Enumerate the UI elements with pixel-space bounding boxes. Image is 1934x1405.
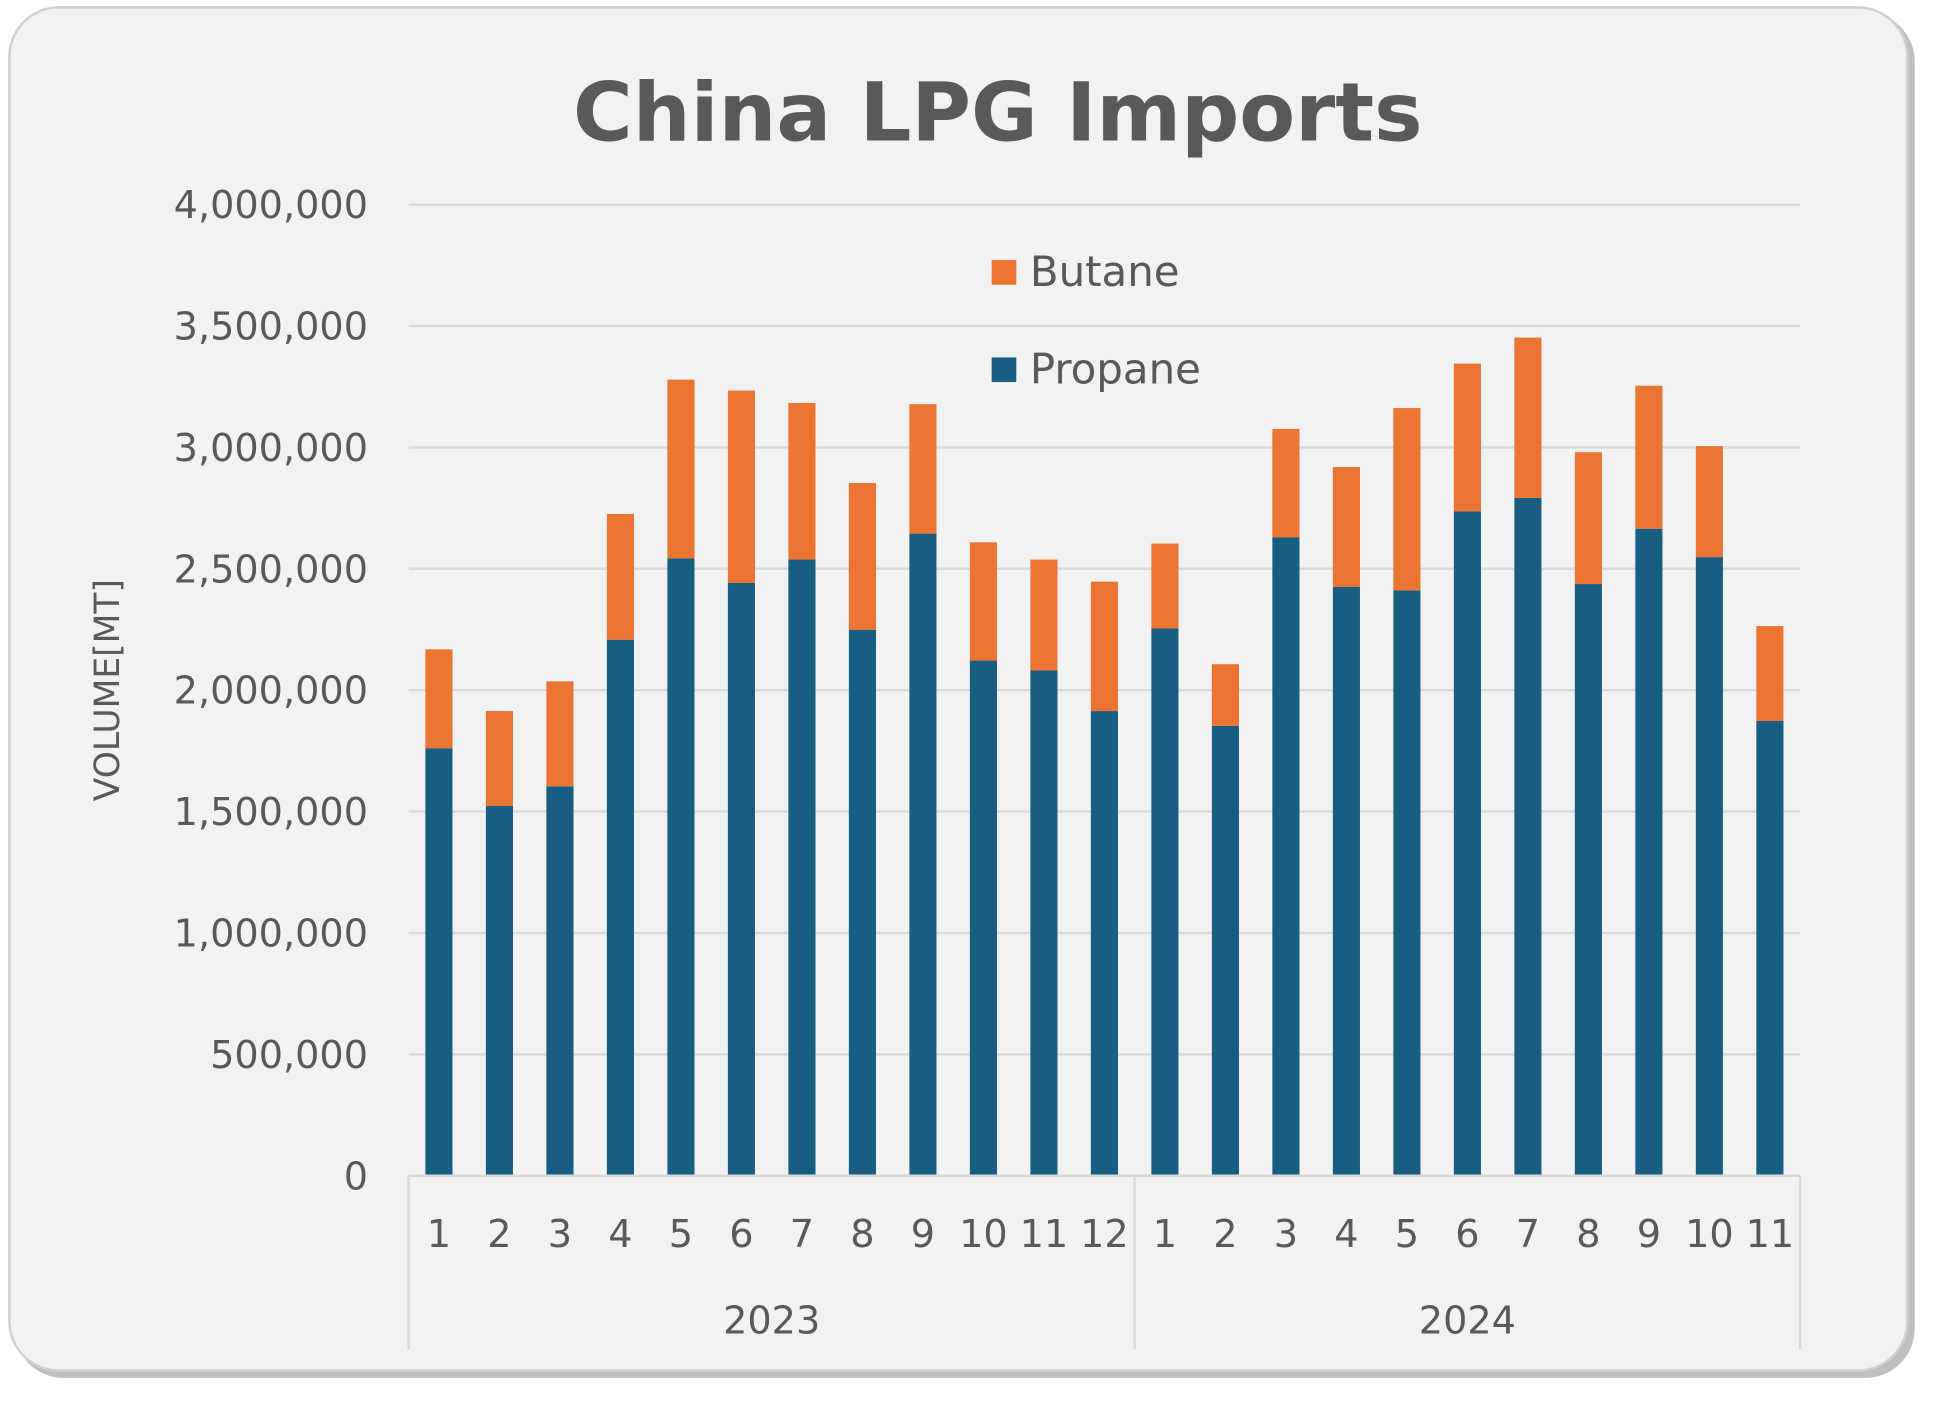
legend-label-butane: Butane <box>1030 247 1180 296</box>
x-tick-label: 3 <box>548 1213 572 1257</box>
x-tick-label: 11 <box>1746 1213 1795 1257</box>
x-tick-label: 11 <box>1020 1213 1069 1257</box>
y-tick-label: 3,000,000 <box>174 427 368 471</box>
bar-propane <box>1574 584 1602 1176</box>
bar-butane <box>1514 337 1542 498</box>
bar-butane <box>969 542 997 661</box>
bar-butane <box>546 681 574 787</box>
bars <box>425 337 1784 1176</box>
bar-propane <box>1272 537 1300 1176</box>
bar-propane <box>606 639 634 1176</box>
x-tick-label: 12 <box>1080 1213 1129 1257</box>
bar-propane <box>1332 586 1360 1176</box>
bar-propane <box>1453 511 1481 1176</box>
bar-propane <box>485 805 514 1176</box>
bar-propane <box>1635 528 1663 1176</box>
y-axis-ticks: 0 500,000 1,000,000 1,500,000 2,000,000 2,500… <box>174 184 368 1199</box>
legend-swatch-butane <box>991 260 1017 285</box>
bar-butane <box>788 402 816 560</box>
x-tick-label: 8 <box>1576 1213 1600 1257</box>
x-tick-label: 7 <box>1516 1213 1540 1257</box>
y-tick-label: 500,000 <box>210 1034 368 1078</box>
y-tick-label: 2,000,000 <box>174 670 368 714</box>
bar-propane <box>667 558 695 1176</box>
bar-butane <box>1030 559 1058 671</box>
x-tick-label: 9 <box>1637 1213 1661 1257</box>
y-tick-label: 0 <box>344 1155 368 1199</box>
x-tick-label: 4 <box>1334 1213 1358 1257</box>
chart-title: China LPG Imports <box>573 66 1423 161</box>
bar-butane <box>485 711 514 806</box>
bar-propane <box>546 786 574 1176</box>
bar-propane <box>1756 721 1784 1176</box>
x-tick-label: 7 <box>790 1213 814 1257</box>
x-tick-label: 2 <box>487 1213 511 1257</box>
x-tick-label: 6 <box>1455 1213 1479 1257</box>
bar-propane <box>1151 628 1179 1176</box>
bar-butane <box>848 483 876 630</box>
y-tick-label: 3,500,000 <box>174 306 368 350</box>
bar-butane <box>1151 543 1179 629</box>
x-tick-label: 10 <box>1685 1213 1734 1257</box>
bar-propane <box>848 629 876 1176</box>
bar-butane <box>1090 581 1118 712</box>
x-group-label: 2023 <box>723 1300 820 1344</box>
bar-propane <box>969 660 997 1176</box>
bar-propane <box>425 748 453 1176</box>
x-tick-label: 10 <box>959 1213 1008 1257</box>
bar-propane <box>1090 711 1118 1176</box>
bar-propane <box>909 533 937 1176</box>
bar-butane <box>1332 467 1360 587</box>
bar-butane <box>425 649 453 749</box>
bar-butane <box>1695 446 1723 558</box>
bar-propane <box>1030 670 1058 1176</box>
bar-propane <box>1393 590 1421 1176</box>
bar-butane <box>606 513 634 640</box>
bar-propane <box>1211 725 1239 1176</box>
bar-butane <box>1635 385 1663 529</box>
x-tick-label: 5 <box>669 1213 693 1257</box>
x-tick-label: 6 <box>729 1213 753 1257</box>
x-group-label: 2024 <box>1419 1300 1516 1344</box>
bar-propane <box>727 582 755 1176</box>
legend: Butane Propane <box>991 247 1201 393</box>
bar-butane <box>667 379 695 559</box>
y-tick-label: 4,000,000 <box>174 184 368 228</box>
bar-butane <box>909 404 937 534</box>
bar-butane <box>1393 408 1421 591</box>
bar-butane <box>727 390 755 583</box>
x-tick-label: 5 <box>1395 1213 1419 1257</box>
bar-butane <box>1756 626 1784 722</box>
y-tick-label: 1,500,000 <box>174 791 368 835</box>
bar-butane <box>1453 363 1481 512</box>
x-tick-label: 3 <box>1274 1213 1298 1257</box>
x-tick-label: 4 <box>608 1213 632 1257</box>
x-tick-label: 8 <box>850 1213 874 1257</box>
legend-swatch-propane <box>991 357 1017 383</box>
y-tick-label: 1,000,000 <box>174 913 368 957</box>
x-tick-label: 9 <box>911 1213 935 1257</box>
bar-propane <box>788 559 816 1176</box>
bar-butane <box>1272 428 1300 538</box>
bar-butane <box>1574 452 1602 585</box>
x-tick-label: 1 <box>1153 1213 1177 1257</box>
y-axis-label: VOLUME[MT] <box>88 579 128 801</box>
y-tick-label: 2,500,000 <box>174 548 368 592</box>
bar-butane <box>1211 664 1239 726</box>
bar-propane <box>1514 497 1542 1176</box>
x-tick-label: 1 <box>427 1213 451 1257</box>
x-tick-label: 2 <box>1213 1213 1237 1257</box>
legend-label-propane: Propane <box>1030 344 1201 393</box>
bar-propane <box>1695 557 1723 1176</box>
